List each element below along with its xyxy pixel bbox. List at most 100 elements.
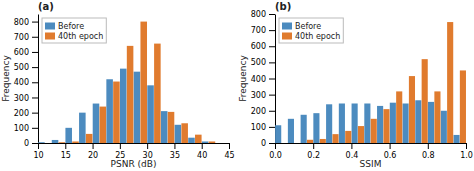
x-tick-label: 45	[224, 151, 234, 160]
series	[59, 22, 216, 143]
y-tick-mark	[32, 82, 38, 83]
legend-box	[279, 18, 343, 43]
x-tick-label: 20	[88, 151, 98, 160]
x-tick-mark	[313, 143, 314, 149]
y-tick: 700	[14, 33, 38, 42]
x-tick-label: 15	[61, 151, 71, 160]
x-tick-mark	[93, 143, 94, 149]
x-tick: 25	[115, 143, 125, 160]
y-tick-label: 800	[251, 10, 266, 19]
x-axis-line	[39, 143, 230, 144]
y-tick: 800	[251, 10, 275, 19]
y-tick: 400	[14, 78, 38, 87]
bar	[79, 113, 86, 143]
y-tick-mark	[32, 128, 38, 129]
legend: Before40th epoch	[42, 18, 106, 43]
y-tick-label: 100	[14, 124, 29, 133]
bar	[447, 22, 453, 143]
bar	[275, 125, 281, 143]
y-tick: 300	[14, 94, 38, 103]
y-tick-label: 400	[14, 78, 29, 87]
y-tick-label: 500	[251, 58, 266, 67]
legend-label: Before	[295, 22, 321, 31]
x-tick-mark	[466, 143, 467, 149]
y-tick-mark	[269, 46, 275, 47]
bar	[195, 135, 202, 143]
x-tick-mark	[275, 143, 276, 149]
y-tick-label: 600	[14, 48, 29, 57]
bar	[288, 119, 294, 143]
legend-swatch	[282, 23, 292, 30]
plot-area	[38, 22, 215, 143]
x-tick: 15	[61, 143, 71, 160]
y-tick: 100	[14, 124, 38, 133]
bar	[453, 135, 459, 143]
y-tick-label: 600	[251, 42, 266, 51]
bar	[294, 143, 300, 144]
x-tick-mark	[174, 143, 175, 149]
y-tick-label: 200	[251, 107, 266, 116]
bar	[403, 103, 409, 143]
y-tick-label: 400	[251, 75, 266, 84]
legend-swatch	[45, 23, 55, 30]
y-axis-title: Frequency	[238, 55, 248, 102]
x-tick-mark	[65, 143, 66, 149]
legend-label: 40th epoch	[58, 32, 103, 41]
y-tick-mark	[269, 143, 275, 144]
y-axis-title: Frequency	[1, 55, 11, 102]
y-tick: 0	[261, 139, 275, 148]
y-tick: 600	[251, 42, 275, 51]
bar	[345, 131, 351, 143]
bar	[320, 139, 326, 143]
bar	[86, 134, 93, 143]
bar	[409, 76, 415, 143]
y-tick-mark	[32, 97, 38, 98]
bar	[301, 115, 307, 143]
bar	[52, 140, 59, 143]
panel: 1015202530354045010020030040050060070080…	[1, 1, 235, 169]
y-axis: 0100200300400500600700800	[251, 10, 276, 148]
y-tick-label: 700	[251, 26, 266, 35]
series	[275, 100, 459, 143]
y-tick-mark	[32, 143, 38, 144]
y-tick-mark	[269, 95, 275, 96]
y-tick-mark	[32, 67, 38, 68]
series	[38, 69, 208, 143]
bar	[415, 100, 421, 143]
bar	[326, 104, 332, 143]
x-tick-mark	[351, 143, 352, 149]
x-tick-mark	[147, 143, 148, 149]
y-tick-mark	[32, 22, 38, 23]
bar	[120, 69, 127, 143]
bar	[72, 141, 79, 143]
bar	[161, 111, 168, 143]
bar	[460, 70, 466, 143]
y-axis: 0100200300400500600700800	[14, 15, 39, 149]
x-tick-label: 40	[197, 151, 207, 160]
y-axis-line	[38, 15, 39, 144]
y-tick: 500	[14, 63, 38, 72]
x-tick: 10	[33, 143, 43, 160]
bar	[441, 111, 447, 143]
bar	[209, 141, 216, 143]
y-tick-mark	[269, 79, 275, 80]
x-axis: 0.00.20.40.60.81.0	[269, 143, 473, 160]
title: (a)	[38, 1, 54, 12]
x-tick-label: 0.6	[384, 151, 397, 160]
bar	[390, 103, 396, 143]
y-tick: 0	[24, 139, 38, 148]
x-tick: 0.6	[384, 143, 397, 160]
x-tick-mark	[229, 143, 230, 149]
bar	[313, 113, 319, 143]
bar	[202, 141, 209, 143]
x-tick-mark	[120, 143, 121, 149]
y-tick: 500	[251, 58, 275, 67]
bar	[339, 103, 345, 143]
legend-label: Before	[58, 22, 84, 31]
bar	[396, 91, 402, 143]
plot-area	[275, 22, 466, 143]
y-tick-label: 700	[14, 33, 29, 42]
x-tick: 45	[224, 143, 234, 160]
y-tick: 600	[14, 48, 38, 57]
bar	[377, 106, 383, 143]
